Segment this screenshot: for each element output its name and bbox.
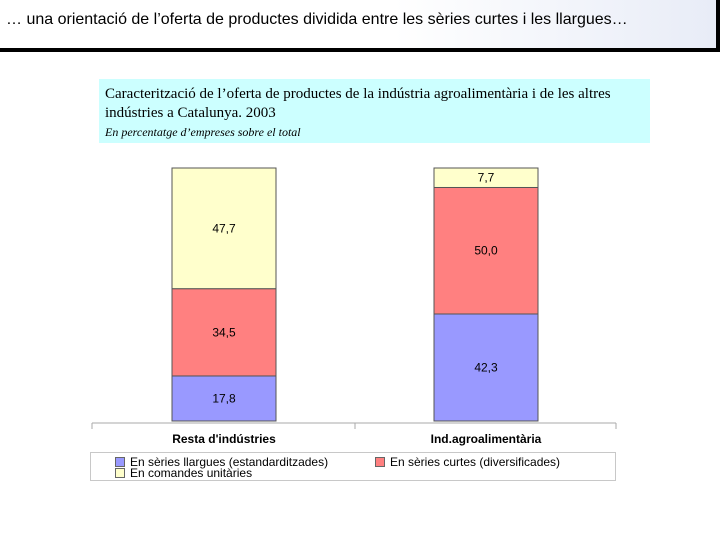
- chart-title: Caracterització de l’oferta de productes…: [105, 86, 611, 121]
- bar-segment: [433, 186, 539, 315]
- legend-item-series-2: En comandes unitàries: [115, 467, 252, 479]
- slide-header-text: … una orientació de l’oferta de producte…: [6, 11, 628, 28]
- bar-segment: [171, 375, 277, 422]
- legend-item-series-0: En sèries llargues (estandarditzades): [115, 456, 328, 468]
- legend-label-series-1: En sèries curtes (diversificades): [390, 455, 561, 469]
- bar-segment: [433, 313, 539, 422]
- slide-header: … una orientació de l’oferta de producte…: [0, 0, 720, 52]
- chart-subtitle: En percentatge d’empreses sobre el total: [105, 125, 301, 139]
- legend-item-series-1: En sèries curtes (diversificades): [375, 456, 560, 468]
- legend-label-series-0: En sèries llargues (estandarditzades): [130, 455, 329, 469]
- data-label: 42,3: [474, 360, 498, 374]
- bar-segment: [433, 167, 539, 188]
- bar-segment: [171, 167, 277, 290]
- legend-label-series-2: En comandes unitàries: [130, 466, 253, 480]
- legend-swatch-series-0: [115, 457, 125, 467]
- x-category-label: Resta d'indústries: [172, 432, 276, 446]
- x-category-label: Ind.agroalimentària: [431, 432, 542, 446]
- bar-segment: [171, 288, 277, 377]
- data-label: 50,0: [474, 244, 498, 258]
- data-label: 34,5: [212, 325, 236, 339]
- data-label: 7,7: [478, 171, 495, 185]
- legend-swatch-series-2: [115, 468, 125, 478]
- data-label: 17,8: [212, 391, 236, 405]
- data-label: 47,7: [212, 221, 236, 235]
- legend-swatch-series-1: [375, 457, 385, 467]
- chart-legend: En sèries llargues (estandarditzades) En…: [90, 452, 616, 481]
- chart-title-box: Caracterització de l’oferta de productes…: [99, 79, 650, 143]
